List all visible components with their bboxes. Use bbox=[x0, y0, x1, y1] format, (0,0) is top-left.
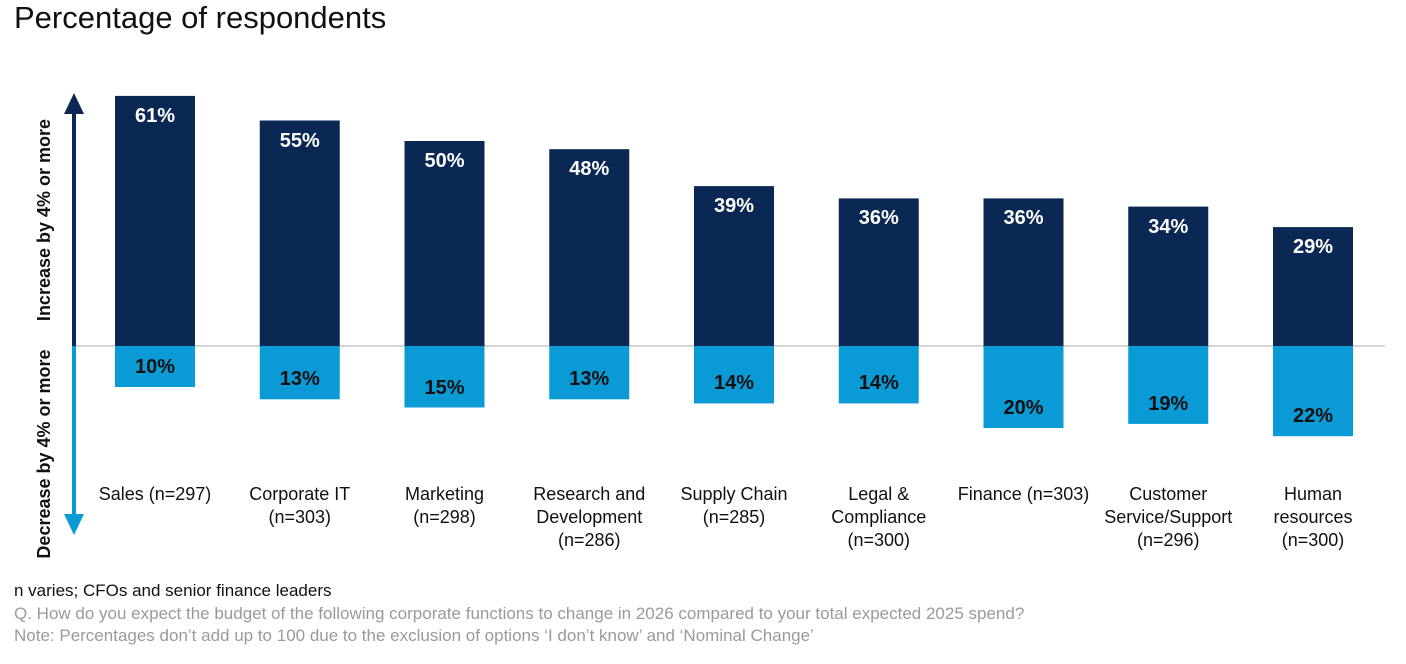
bar bbox=[983, 198, 1064, 346]
bar bbox=[1273, 227, 1353, 346]
x-tick-label: Research and Development (n=286) bbox=[533, 484, 646, 550]
value-label: 29% bbox=[1292, 236, 1334, 259]
footnote: n varies; CFOs and senior finance leader… bbox=[14, 581, 332, 600]
bar bbox=[1128, 206, 1209, 346]
x-tick-label: Customer Service/Support (n=296) bbox=[1104, 484, 1233, 550]
bar bbox=[1128, 346, 1209, 424]
bar bbox=[259, 120, 340, 346]
bar bbox=[259, 346, 340, 400]
x-tick-label: Marketing (n=298) bbox=[404, 484, 485, 527]
value-label: 61% bbox=[134, 104, 176, 127]
bar bbox=[404, 346, 485, 408]
chart-title: Percentage of respondents bbox=[14, 0, 387, 35]
x-tick-label: Human resources (n=300) bbox=[1273, 484, 1353, 550]
value-label: 22% bbox=[1292, 405, 1334, 428]
bar bbox=[404, 141, 485, 346]
value-label: 13% bbox=[279, 368, 320, 391]
bar bbox=[838, 346, 919, 404]
value-label: 36% bbox=[1003, 207, 1044, 230]
value-label: 14% bbox=[858, 372, 899, 395]
x-tick-label: Sales (n=297) bbox=[98, 484, 212, 504]
bar bbox=[549, 149, 630, 346]
bar bbox=[549, 346, 630, 400]
bar bbox=[1273, 346, 1353, 437]
y-axis-label: Increase by 4% or more bbox=[34, 118, 54, 322]
value-label: 39% bbox=[713, 195, 755, 218]
value-label: 48% bbox=[569, 158, 610, 181]
value-label: 10% bbox=[134, 356, 176, 378]
x-tick-label: Supply Chain (n=285) bbox=[680, 484, 788, 527]
decrease-arrowhead bbox=[64, 514, 84, 535]
value-label: 13% bbox=[569, 368, 610, 391]
x-tick-label: Legal & Compliance (n=300) bbox=[831, 484, 927, 550]
footnote: Q. How do you expect the budget of the f… bbox=[14, 604, 1025, 623]
y-axis-label: Decrease by 4% or more bbox=[34, 349, 54, 559]
bar bbox=[694, 186, 774, 346]
bar bbox=[838, 198, 919, 346]
bar bbox=[115, 95, 195, 347]
bar bbox=[983, 346, 1064, 428]
value-label: 20% bbox=[1003, 397, 1044, 419]
value-label: 15% bbox=[424, 376, 465, 399]
increase-arrowhead bbox=[64, 93, 84, 114]
value-label: 34% bbox=[1148, 215, 1189, 238]
value-label: 36% bbox=[858, 207, 899, 230]
x-tick-label: Corporate IT (n=303) bbox=[249, 484, 351, 527]
x-tick-label: Finance (n=303) bbox=[957, 484, 1090, 504]
bar bbox=[694, 346, 774, 404]
value-label: 55% bbox=[279, 129, 320, 152]
bar bbox=[115, 346, 195, 387]
value-label: 19% bbox=[1148, 392, 1189, 415]
footnote: Note: Percentages don’t add up to 100 du… bbox=[14, 626, 814, 645]
value-label: 50% bbox=[424, 150, 465, 172]
value-label: 14% bbox=[713, 372, 755, 395]
